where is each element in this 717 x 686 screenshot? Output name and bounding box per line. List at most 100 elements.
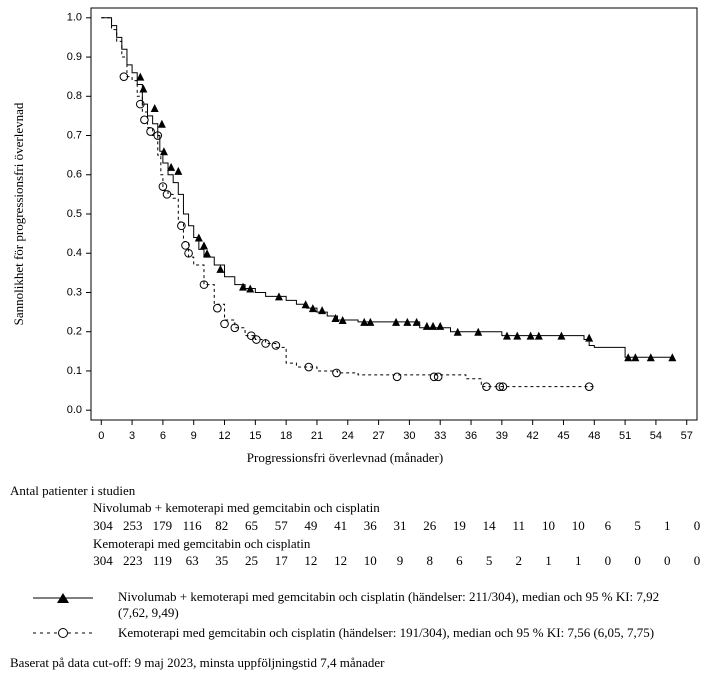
risk-count: 304 — [93, 518, 113, 533]
censor-marker — [146, 127, 155, 136]
censor-marker — [366, 317, 375, 326]
y-tick-label: 0.5 — [67, 208, 82, 220]
censor-marker — [158, 182, 168, 191]
survival-curve — [101, 17, 672, 358]
censor-marker — [668, 353, 677, 362]
x-tick-label: 3 — [129, 430, 135, 442]
legend-entry: Kemoterapi med gemcitabin och cisplatin … — [118, 625, 655, 640]
censor-marker — [534, 331, 543, 340]
censor-marker — [213, 303, 222, 313]
censor-marker — [304, 362, 314, 372]
censor-marker — [136, 99, 145, 109]
x-tick-label: 54 — [650, 430, 662, 442]
censor-marker — [216, 264, 225, 273]
x-tick-label: 0 — [98, 430, 104, 442]
censor-marker — [194, 233, 203, 242]
censor-marker — [157, 119, 166, 128]
x-tick-label: 18 — [280, 430, 292, 442]
risk-count: 6 — [456, 553, 463, 568]
censor-marker — [230, 323, 240, 333]
x-tick-label: 36 — [465, 430, 477, 442]
censor-marker — [482, 382, 491, 391]
risk-count: 1 — [545, 553, 552, 568]
x-tick-label: 33 — [434, 430, 446, 442]
censor-marker — [331, 313, 340, 322]
censor-marker — [412, 317, 421, 326]
censor-marker — [557, 331, 566, 340]
censor-marker — [360, 317, 369, 326]
censor-marker — [429, 372, 439, 382]
risk-count: 10 — [542, 518, 555, 533]
plot-frame — [90, 7, 698, 421]
censor-marker — [271, 341, 281, 350]
censor-marker — [220, 319, 229, 329]
risk-count: 36 — [364, 518, 378, 533]
censor-marker — [332, 368, 341, 378]
censor-marker — [631, 353, 640, 362]
censor-marker — [584, 382, 594, 391]
y-tick-label: 1.0 — [67, 12, 82, 24]
censor-marker — [433, 372, 443, 382]
risk-count: 26 — [423, 518, 437, 533]
risk-count: 5 — [486, 553, 493, 568]
footnote: Baserat på data cut-off: 9 maj 2023, min… — [10, 655, 385, 670]
y-tick-label: 0.0 — [67, 404, 82, 416]
censor-marker — [177, 221, 186, 231]
x-tick-label: 45 — [557, 430, 569, 442]
y-tick-label: 0.2 — [67, 326, 82, 338]
risk-count: 11 — [513, 518, 526, 533]
risk-count: 65 — [245, 518, 258, 533]
risk-count: 253 — [123, 518, 143, 533]
y-tick-label: 0.3 — [67, 286, 82, 298]
censor-marker — [159, 147, 168, 156]
censor-marker — [174, 166, 183, 175]
y-tick-label: 0.9 — [67, 51, 82, 63]
risk-count: 1 — [575, 553, 582, 568]
risk-count: 57 — [275, 518, 289, 533]
survival-curve — [101, 17, 595, 388]
censor-marker — [392, 317, 401, 326]
risk-count: 0 — [694, 553, 701, 568]
censor-marker — [301, 300, 310, 309]
censor-marker — [429, 321, 438, 330]
risk-count: 0 — [664, 553, 671, 568]
censor-marker — [199, 280, 209, 289]
risk-count: 0 — [605, 553, 612, 568]
censor-marker — [246, 284, 255, 293]
censor-marker — [136, 72, 145, 81]
risk-count: 49 — [304, 518, 317, 533]
risk-count: 25 — [245, 553, 258, 568]
censor-marker — [274, 292, 283, 301]
risk-count: 10 — [364, 553, 377, 568]
x-tick-label: 15 — [249, 430, 261, 442]
risk-count: 35 — [215, 553, 228, 568]
censor-marker — [261, 339, 270, 348]
censor-marker — [199, 241, 208, 250]
x-tick-label: 51 — [619, 430, 631, 442]
censor-marker — [119, 72, 129, 81]
censor-marker — [498, 382, 508, 391]
x-axis-label: Progressionsfri överlevnad (månader) — [247, 450, 443, 465]
y-tick-label: 0.7 — [67, 129, 82, 141]
risk-count: 5 — [634, 518, 641, 533]
censor-marker — [184, 248, 193, 258]
censor-marker — [150, 104, 159, 113]
risk-count: 17 — [275, 553, 289, 568]
x-tick-label: 6 — [160, 430, 166, 442]
legend-entry: Nivolumab + kemoterapi med gemcitabin oc… — [118, 589, 660, 620]
censor-marker — [502, 331, 511, 340]
risk-count: 82 — [215, 518, 228, 533]
risk-count: 223 — [123, 553, 143, 568]
risk-count: 19 — [453, 518, 466, 533]
x-tick-label: 57 — [681, 430, 693, 442]
censor-marker — [646, 353, 655, 362]
risk-count: 304 — [93, 553, 113, 568]
risk-count: 41 — [334, 518, 347, 533]
risk-count: 2 — [516, 553, 523, 568]
censor-marker — [203, 249, 212, 258]
risk-count: 9 — [397, 553, 404, 568]
censor-marker — [422, 321, 431, 330]
legend-marker — [58, 628, 68, 638]
risk-count: 14 — [483, 518, 497, 533]
